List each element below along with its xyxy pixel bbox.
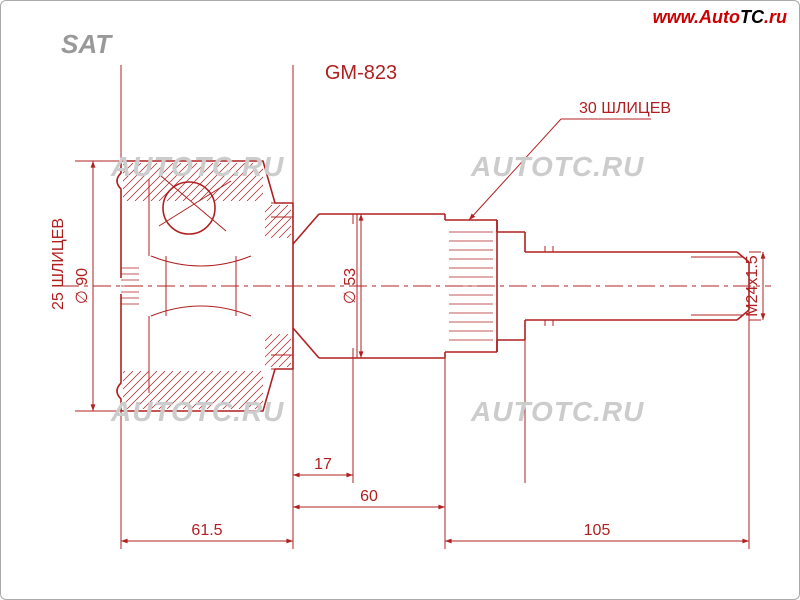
svg-text:GM-823: GM-823 bbox=[325, 62, 397, 84]
svg-text:17: 17 bbox=[314, 456, 332, 473]
diagram-container: { "part_number": "GM-823", "spline_label… bbox=[0, 0, 800, 600]
svg-text:61.5: 61.5 bbox=[191, 522, 222, 539]
svg-text:25 ШЛИЦЕВ: 25 ШЛИЦЕВ bbox=[50, 218, 67, 310]
svg-text:60: 60 bbox=[360, 488, 378, 505]
svg-text:M24x1.5: M24x1.5 bbox=[744, 255, 761, 316]
svg-text:30 ШЛИЦЕВ: 30 ШЛИЦЕВ bbox=[579, 100, 671, 117]
url-part3: .ru bbox=[764, 7, 787, 27]
sat-logo: SAT bbox=[61, 29, 111, 60]
url-part1: www.Auto bbox=[653, 7, 740, 27]
url-part2: TC bbox=[740, 7, 764, 27]
site-url: www.AutoTC.ru bbox=[653, 7, 787, 28]
svg-text:∅ 90: ∅ 90 bbox=[74, 268, 91, 304]
drawing-svg: ∅ 90 25 ШЛИЦЕВ ∅ 53 M24x1.5 GM-823 30 ШЛИЦЕВ 1… bbox=[1, 1, 800, 600]
svg-text:105: 105 bbox=[584, 522, 611, 539]
svg-text:∅ 53: ∅ 53 bbox=[342, 268, 359, 304]
